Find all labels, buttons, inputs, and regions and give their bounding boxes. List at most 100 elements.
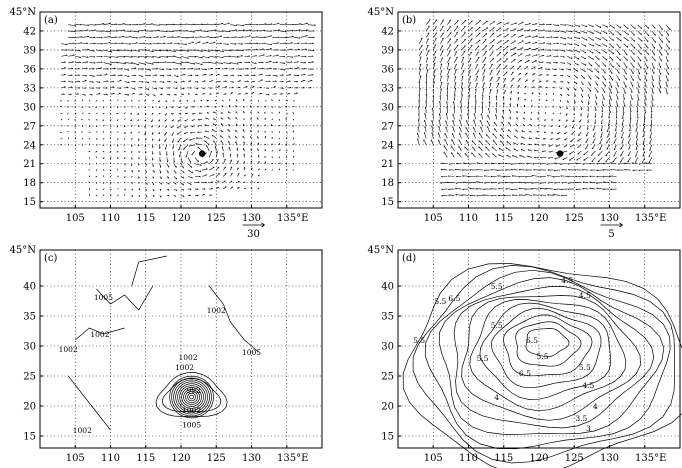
y-tick-label: 24: [23, 140, 36, 151]
x-tick-label: 130: [242, 213, 261, 224]
contour-label: 4: [593, 402, 598, 411]
y-tick-label: 42: [381, 26, 394, 37]
y-tick-label: 27: [23, 121, 36, 132]
y-tick-label: 33: [23, 83, 36, 94]
contour-label: 3.5: [575, 414, 587, 423]
reference-vector-label: 5: [608, 229, 614, 240]
x-tick-label: 120: [529, 213, 548, 224]
x-tick-label: 115: [494, 213, 513, 224]
contour-label: 1002: [59, 345, 78, 354]
y-tick-label: 36: [381, 64, 394, 75]
wind-vectors: [59, 22, 316, 198]
contour-label: 5.5: [491, 321, 503, 330]
panel-label: (a): [44, 15, 58, 26]
y-tick-label: 15: [381, 432, 394, 443]
x-tick-label: 125: [207, 453, 226, 464]
y-tick-label: 30: [381, 342, 394, 353]
y-tick-label: 42: [23, 26, 36, 37]
panel-c: 15 20 25 30 35 40 45°N 105 110 115 120 125 130 135°E (…: [10, 245, 323, 464]
y-tick-label: 30: [23, 342, 36, 353]
x-tick-label: 120: [171, 453, 190, 464]
contour-label: 4.5: [579, 291, 591, 300]
x-tick-label: 105: [66, 213, 85, 224]
grid: [398, 250, 680, 448]
reference-vector-label: 30: [247, 229, 260, 240]
y-tick-label: 20: [381, 402, 394, 413]
x-tick-label: 125: [207, 213, 226, 224]
contour-label: 1002: [175, 363, 194, 372]
y-tick-label: 40: [23, 282, 36, 293]
x-tick-label: 130: [600, 213, 619, 224]
contour-label: 1005: [94, 293, 113, 302]
y-tick-label: 30: [23, 102, 36, 113]
x-tick-label: 105: [424, 213, 443, 224]
y-tick-label: 25: [381, 372, 394, 383]
y-tick-label: 18: [23, 178, 36, 189]
y-tick-label: 40: [381, 282, 394, 293]
panel-label: (d): [402, 253, 416, 264]
contour-label: 1005: [242, 348, 261, 357]
grid: [40, 12, 322, 208]
x-tick-label: 105: [66, 453, 85, 464]
contour-label: 1002: [73, 426, 92, 435]
x-tick-label: 105: [424, 453, 443, 464]
grid: [40, 250, 322, 448]
contour-label: 1002: [90, 330, 109, 339]
contour-label: 5.5: [579, 363, 591, 372]
y-top-label: 45°N: [368, 245, 395, 256]
contour-label: 1002: [179, 353, 198, 362]
y-top-label: 45°N: [10, 245, 37, 256]
contour-label: 992: [187, 386, 202, 395]
contour-label: 6.5: [526, 336, 538, 345]
x-tick-label: 120: [529, 453, 548, 464]
x-tick-label: 110: [101, 213, 120, 224]
panel-d: 15 20 25 30 35 40 45°N 105 110 115 120 125 130 135°E (…: [368, 245, 682, 468]
y-tick-label: 21: [23, 159, 36, 170]
typhoon-center-marker: [198, 150, 206, 157]
contour-label: 4.5: [561, 276, 573, 285]
x-tick-label: 135°E: [635, 453, 666, 464]
contours: 5.54.56.55.55.55.56.55.56.55.54.543.5344…: [402, 263, 682, 468]
y-top-label: 45°N: [10, 7, 37, 18]
x-tick-label: 135°E: [277, 213, 308, 224]
x-tick-label: 130: [600, 453, 619, 464]
x-tick-label: 125: [565, 213, 584, 224]
panel-label: (c): [44, 253, 58, 264]
contours: 1005100210021002100210051002992100210051…: [59, 255, 261, 435]
y-tick-label: 27: [381, 121, 394, 132]
x-tick-label: 135°E: [635, 213, 666, 224]
contour-label: 5.5: [434, 297, 446, 306]
wind-vectors: [416, 19, 671, 197]
y-tick-label: 25: [23, 372, 36, 383]
x-tick-label: 130: [242, 453, 261, 464]
typhoon-center-marker: [556, 150, 564, 157]
y-tick-label: 33: [381, 83, 394, 94]
y-tick-label: 21: [381, 159, 394, 170]
y-tick-label: 15: [23, 197, 36, 208]
y-top-label: 45°N: [368, 7, 395, 18]
contour-label: 3: [586, 424, 591, 433]
y-tick-label: 30: [381, 102, 394, 113]
y-tick-label: 15: [23, 432, 36, 443]
y-tick-label: 15: [381, 197, 394, 208]
x-tick-label: 110: [459, 213, 478, 224]
contour-label: 1002: [207, 306, 226, 315]
y-tick-label: 35: [381, 312, 394, 323]
y-tick-label: 39: [23, 45, 36, 56]
x-tick-label: 125: [565, 453, 584, 464]
x-tick-label: 120: [171, 213, 190, 224]
y-tick-label: 35: [23, 312, 36, 323]
contour-label: 5.5: [413, 336, 425, 345]
x-tick-label: 115: [136, 213, 155, 224]
y-tick-label: 36: [23, 64, 36, 75]
x-tick-label: 135°E: [277, 453, 308, 464]
contour-label: 5.5: [537, 352, 549, 361]
x-tick-label: 115: [494, 453, 513, 464]
x-tick-label: 110: [459, 453, 478, 464]
contour-label: 4.5: [582, 381, 594, 390]
y-tick-label: 24: [381, 140, 394, 151]
x-tick-label: 110: [101, 453, 120, 464]
contour-label: 5.5: [477, 354, 489, 363]
y-tick-label: 18: [381, 178, 394, 189]
